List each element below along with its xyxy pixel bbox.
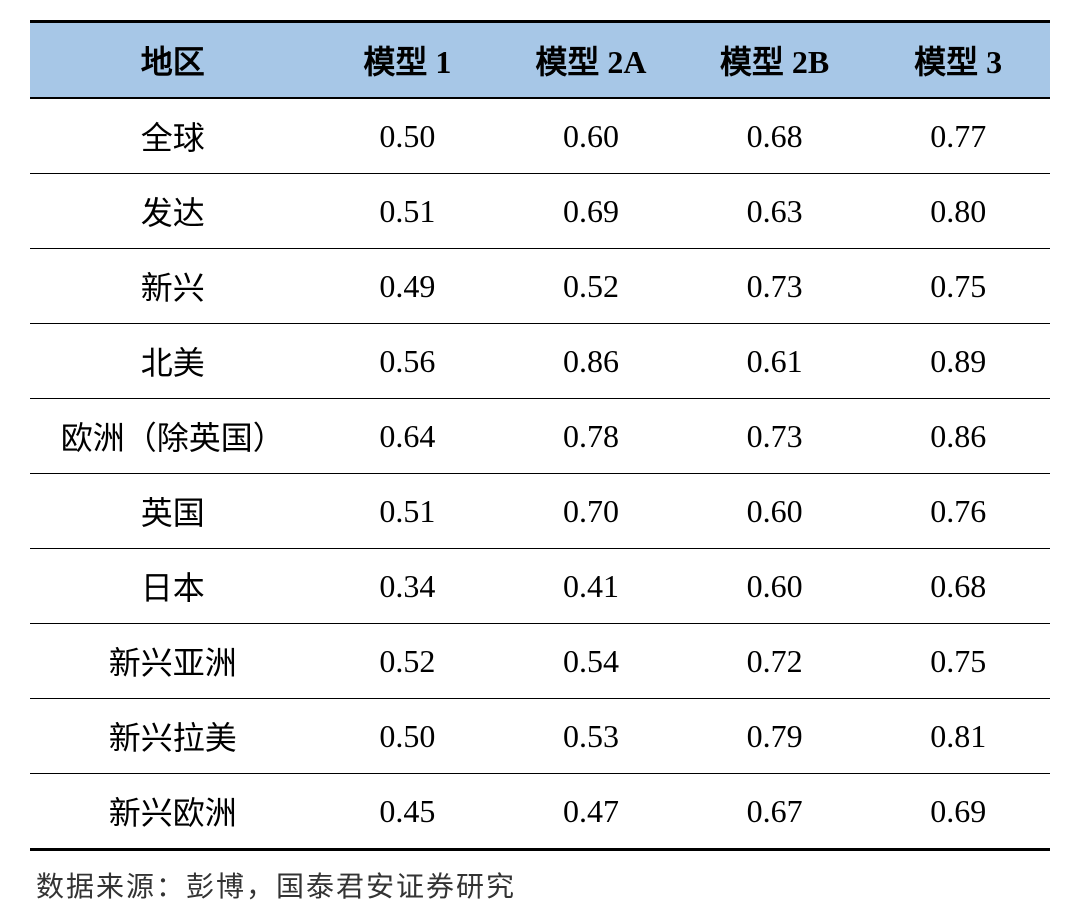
cell-model2a: 0.41	[499, 549, 683, 624]
cell-model3: 0.89	[866, 324, 1050, 399]
cell-model2b: 0.73	[683, 399, 867, 474]
cell-model2b: 0.60	[683, 549, 867, 624]
cell-model1: 0.34	[316, 549, 500, 624]
col-header-model2a: 模型 2A	[499, 22, 683, 99]
cell-region: 新兴	[30, 249, 316, 324]
cell-model2a: 0.70	[499, 474, 683, 549]
cell-region: 北美	[30, 324, 316, 399]
table-row: 新兴亚洲 0.52 0.54 0.72 0.75	[30, 624, 1050, 699]
cell-model2a: 0.78	[499, 399, 683, 474]
cell-model2b: 0.68	[683, 98, 867, 174]
cell-model3: 0.81	[866, 699, 1050, 774]
table-row: 英国 0.51 0.70 0.60 0.76	[30, 474, 1050, 549]
col-header-model2b: 模型 2B	[683, 22, 867, 99]
cell-model2a: 0.54	[499, 624, 683, 699]
col-header-region: 地区	[30, 22, 316, 99]
cell-region: 新兴亚洲	[30, 624, 316, 699]
col-header-model3: 模型 3	[866, 22, 1050, 99]
cell-model2a: 0.52	[499, 249, 683, 324]
cell-model3: 0.77	[866, 98, 1050, 174]
cell-model2a: 0.47	[499, 774, 683, 850]
table-row: 新兴拉美 0.50 0.53 0.79 0.81	[30, 699, 1050, 774]
table-header-row: 地区 模型 1 模型 2A 模型 2B 模型 3	[30, 22, 1050, 99]
cell-model2b: 0.72	[683, 624, 867, 699]
cell-region: 日本	[30, 549, 316, 624]
cell-model2b: 0.60	[683, 474, 867, 549]
cell-model2a: 0.69	[499, 174, 683, 249]
cell-model2a: 0.53	[499, 699, 683, 774]
cell-region: 全球	[30, 98, 316, 174]
cell-model1: 0.52	[316, 624, 500, 699]
cell-model3: 0.75	[866, 624, 1050, 699]
data-table: 地区 模型 1 模型 2A 模型 2B 模型 3 全球 0.50 0.60 0.…	[30, 20, 1050, 851]
cell-model2b: 0.79	[683, 699, 867, 774]
cell-region: 欧洲（除英国）	[30, 399, 316, 474]
cell-model3: 0.80	[866, 174, 1050, 249]
cell-region: 新兴拉美	[30, 699, 316, 774]
cell-model2b: 0.73	[683, 249, 867, 324]
cell-model1: 0.56	[316, 324, 500, 399]
table-body: 全球 0.50 0.60 0.68 0.77 发达 0.51 0.69 0.63…	[30, 98, 1050, 850]
table-row: 新兴 0.49 0.52 0.73 0.75	[30, 249, 1050, 324]
table-row: 全球 0.50 0.60 0.68 0.77	[30, 98, 1050, 174]
cell-region: 发达	[30, 174, 316, 249]
cell-model3: 0.76	[866, 474, 1050, 549]
data-table-container: 地区 模型 1 模型 2A 模型 2B 模型 3 全球 0.50 0.60 0.…	[30, 20, 1050, 905]
cell-model1: 0.50	[316, 98, 500, 174]
cell-model2b: 0.67	[683, 774, 867, 850]
cell-model1: 0.45	[316, 774, 500, 850]
table-row: 新兴欧洲 0.45 0.47 0.67 0.69	[30, 774, 1050, 850]
cell-region: 新兴欧洲	[30, 774, 316, 850]
cell-model1: 0.51	[316, 474, 500, 549]
cell-region: 英国	[30, 474, 316, 549]
cell-model1: 0.51	[316, 174, 500, 249]
data-source-footnote: 数据来源：彭博，国泰君安证券研究	[30, 851, 1050, 905]
table-header: 地区 模型 1 模型 2A 模型 2B 模型 3	[30, 22, 1050, 99]
col-header-model1: 模型 1	[316, 22, 500, 99]
table-row: 欧洲（除英国） 0.64 0.78 0.73 0.86	[30, 399, 1050, 474]
cell-model3: 0.75	[866, 249, 1050, 324]
cell-model3: 0.68	[866, 549, 1050, 624]
cell-model1: 0.64	[316, 399, 500, 474]
cell-model3: 0.86	[866, 399, 1050, 474]
cell-model2a: 0.60	[499, 98, 683, 174]
table-row: 北美 0.56 0.86 0.61 0.89	[30, 324, 1050, 399]
cell-model2b: 0.61	[683, 324, 867, 399]
cell-model1: 0.50	[316, 699, 500, 774]
cell-model1: 0.49	[316, 249, 500, 324]
table-row: 日本 0.34 0.41 0.60 0.68	[30, 549, 1050, 624]
table-row: 发达 0.51 0.69 0.63 0.80	[30, 174, 1050, 249]
cell-model2a: 0.86	[499, 324, 683, 399]
cell-model2b: 0.63	[683, 174, 867, 249]
cell-model3: 0.69	[866, 774, 1050, 850]
